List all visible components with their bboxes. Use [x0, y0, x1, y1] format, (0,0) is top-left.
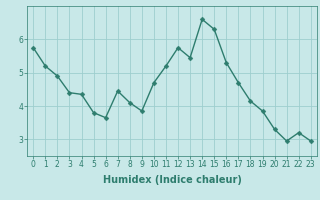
X-axis label: Humidex (Indice chaleur): Humidex (Indice chaleur): [103, 175, 241, 185]
